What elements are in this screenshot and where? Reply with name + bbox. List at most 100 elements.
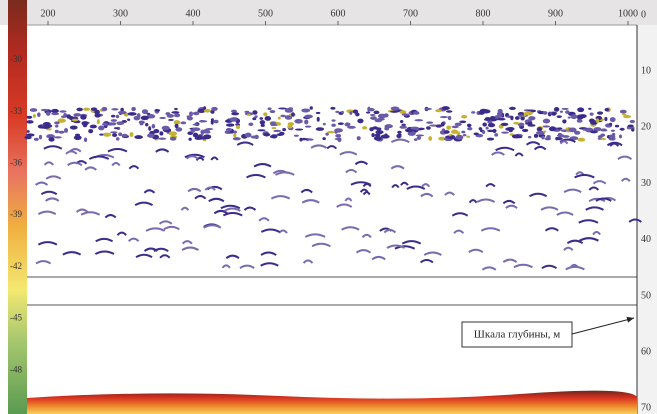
echo [116,115,120,118]
echo [598,138,601,140]
echo [295,129,303,131]
echo [479,110,485,115]
echo [233,131,237,134]
echo [130,132,134,137]
echo [59,110,66,112]
echo [620,128,625,131]
echo [371,133,374,137]
echo [111,108,118,110]
echo [579,114,587,118]
echo [38,125,43,128]
echo [72,119,78,122]
echo [494,133,498,137]
echo [111,119,117,122]
echo [353,110,359,114]
echo [111,115,115,118]
echo [615,125,619,128]
echo [482,130,485,134]
echo [99,134,103,136]
echo [391,106,400,110]
page: 2003004005006007008009001000010203040506… [0,0,657,414]
top-axis-label: 600 [331,8,346,19]
echo [39,135,42,140]
echo [190,129,194,133]
echo [270,110,276,113]
echo [245,133,252,138]
echo [487,138,494,141]
echo [436,124,442,127]
echo [498,109,503,114]
echo [46,124,53,127]
echo [497,118,505,121]
echo [588,108,591,110]
echo [331,119,335,121]
echo [543,119,550,124]
echo [48,137,54,142]
echo [211,107,218,111]
echo [334,128,343,132]
echo [263,112,267,116]
echo [498,113,503,118]
echo [620,110,627,114]
echo [543,111,548,115]
echo [118,111,127,114]
annotation: Шкала глубины, м [474,329,560,341]
echo [46,111,50,116]
echo [147,133,154,137]
echo [316,112,321,114]
top-axis-label: 700 [403,8,418,19]
echo [260,117,264,120]
echo [605,108,610,112]
echo [537,127,543,131]
echo [619,134,622,138]
echo [187,115,191,117]
echo [384,127,388,130]
echo [70,125,78,129]
echo [549,126,556,131]
echo [623,115,631,118]
echo [84,137,87,142]
echo [416,134,424,136]
echo [512,134,520,138]
echo [103,133,111,137]
echo [376,127,382,130]
echo [628,124,634,127]
depth-axis-label: 40 [641,234,651,245]
echo [140,122,144,126]
echo [513,122,519,125]
echo [97,119,100,124]
echo [58,131,64,134]
echo [288,107,293,110]
echo [487,130,494,133]
echo [582,128,589,130]
echo [461,115,467,119]
echo [611,130,615,132]
echo [435,109,441,112]
echo [402,113,410,116]
echo [26,116,32,119]
echo [335,111,339,113]
echo [116,121,124,125]
echo [590,130,598,133]
echo [440,116,449,118]
top-axis-label: 900 [548,8,563,19]
echo [414,119,423,121]
echo [322,137,325,140]
echo [257,129,265,131]
echo [211,120,214,125]
echo [367,107,370,112]
echo [226,120,230,123]
echo [444,130,450,134]
echo [180,121,186,124]
echo [428,136,432,141]
echo [426,126,431,129]
echo [200,130,204,135]
echo [528,116,535,120]
echo [288,122,294,126]
echo [94,110,100,115]
echo [33,114,36,118]
echo [231,112,239,115]
echo [577,107,584,112]
echo [193,112,199,116]
echo [471,111,475,114]
